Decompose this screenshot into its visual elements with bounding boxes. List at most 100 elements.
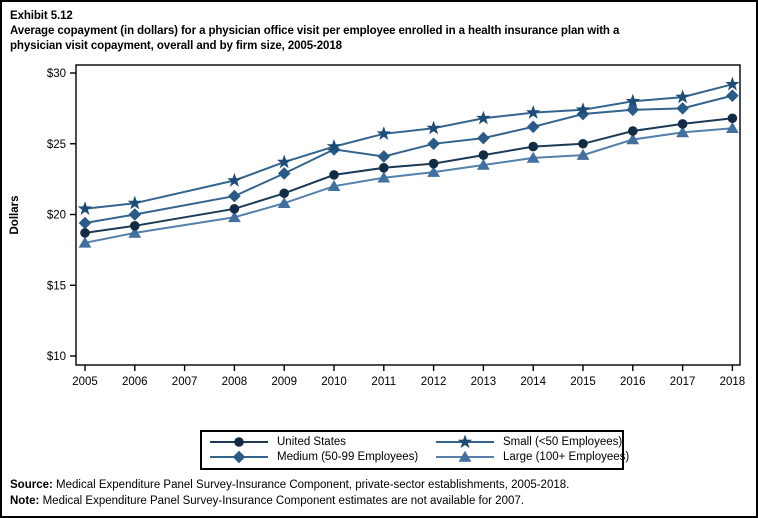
x-axis-tick-label: 2018 [720,376,746,388]
star-marker [675,89,690,104]
triangle-marker [78,236,92,248]
x-axis-tick-label: 2005 [72,376,98,388]
diamond-marker [228,189,241,203]
circle-marker [80,228,90,238]
circle-marker [677,119,688,129]
triangle-marker [327,180,341,191]
triangle-marker [228,211,241,223]
legend-item-small: Small (<50 Employees) [434,435,629,449]
y-axis-title: Dollars [9,196,21,235]
triangle-marker [626,133,640,145]
triangle-marker [526,151,540,163]
triangle-marker [277,196,291,208]
diamond-marker [128,208,142,221]
legend-label-small: Small (<50 Employees) [503,436,623,448]
star-marker [77,201,93,215]
series-united-states [80,113,738,238]
triangle-marker-icon [436,450,494,462]
star-marker [625,93,640,108]
legend-item-large: Large (100+ Employees) [434,450,629,464]
triangle-marker [477,158,490,170]
y-axis-tick-label: $30 [47,68,66,80]
triangle-marker [458,450,472,462]
triangle-marker [427,165,440,177]
series-large-100-employees [78,121,739,248]
y-axis-tick-label: $15 [47,280,66,292]
chart-header: Exhibit 5.12 Average copayment (in dolla… [10,9,750,54]
x-axis-tick-label: 2007 [172,376,198,388]
triangle-marker [676,126,689,138]
chart-title-line-2: physician visit copayment, overall and b… [10,40,342,52]
diamond-marker [626,103,640,117]
triangle-marker [726,121,739,133]
circle-marker [578,138,588,149]
x-axis-tick-label: 2013 [471,376,497,388]
series-small-50-employees [77,76,740,215]
star-marker [227,172,242,187]
triangle-marker [576,148,590,160]
source-text: Medical Expenditure Panel Survey-Insuran… [56,479,570,491]
triangle-marker [377,171,391,183]
chart-title-line-1: Average copayment (in dollars) for a phy… [10,25,620,37]
diamond-marker [277,167,291,180]
star-marker-icon [436,435,494,449]
legend-item-united-states: United States [208,435,434,449]
exhibit-label: Exhibit 5.12 [10,10,73,22]
circle-marker-icon [210,437,268,447]
source-note: Source: Medical Expenditure Panel Survey… [10,477,750,493]
star-marker [277,154,292,169]
x-axis-tick-label: 2010 [321,376,347,388]
circle-marker [628,126,638,136]
circle-marker [379,163,389,173]
x-axis-tick-label: 2014 [520,376,546,388]
y-axis-tick-label: $20 [47,210,66,222]
legend-label-large: Large (100+ Employees) [503,451,630,463]
star-marker [575,102,591,116]
star-marker [376,126,391,140]
diamond-marker [676,102,689,115]
x-axis-tick-label: 2017 [670,376,696,388]
footnotes: Source: Medical Expenditure Panel Survey… [10,477,750,509]
x-axis-tick-label: 2015 [570,376,596,388]
circle-marker [428,158,439,169]
star-marker [326,139,342,153]
x-axis-tick-label: 2011 [371,376,396,388]
circle-marker [727,113,738,124]
triangle-marker [128,226,142,238]
note-label: Note: [10,495,40,507]
circle-marker [234,437,244,447]
circle-marker [130,221,140,231]
diamond-marker-icon [210,450,268,464]
star-marker [127,195,142,210]
x-axis-tick-label: 2016 [620,376,646,388]
star-marker [457,435,473,449]
legend-item-medium: Medium (50-99 Employees) [208,450,434,464]
x-axis-tick-label: 2009 [271,376,297,388]
circle-marker [229,204,240,214]
circle-marker [279,188,290,199]
series-medium-50-99-employees [78,89,739,230]
circle-marker [329,170,339,180]
circle-marker [528,141,538,152]
availability-note: Note: Medical Expenditure Panel Survey-I… [10,493,750,509]
star-marker [476,110,491,125]
legend: United States Small (<50 Employees) Medi… [200,430,629,470]
y-axis-tick-label: $25 [47,139,66,151]
x-axis-tick-label: 2008 [222,376,248,388]
diamond-marker [78,216,92,230]
star-marker [526,105,541,119]
diamond-marker [477,131,490,145]
diamond-marker [377,150,391,163]
star-marker [725,76,740,91]
diamond-marker [726,89,739,102]
diamond-marker [576,107,590,121]
legend-label-united-states: United States [277,436,347,448]
x-axis-tick-label: 2012 [421,376,447,388]
x-axis-tick-label: 2006 [122,376,148,388]
diamond-marker [427,137,440,151]
source-label: Source: [10,479,53,491]
star-marker [426,120,441,135]
diamond-marker [232,450,246,464]
note-text: Medical Expenditure Panel Survey-Insuran… [42,495,524,507]
